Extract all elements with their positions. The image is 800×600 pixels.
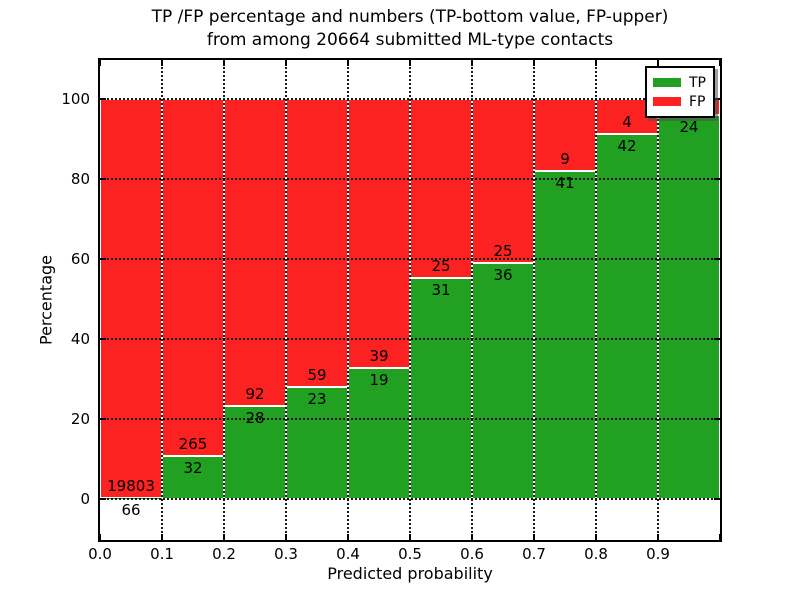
x-tick-mark-top: [223, 60, 225, 66]
legend: TP FP: [645, 66, 715, 118]
y-tick-label: 20: [70, 410, 90, 428]
y-tick-mark-right: [714, 418, 720, 420]
tp-count-label: 36: [493, 265, 513, 284]
tp-bar-segment: [224, 405, 286, 499]
x-axis-label: Predicted probability: [327, 564, 493, 583]
x-tick-mark: [595, 534, 597, 540]
tp-count-label: 19: [369, 370, 389, 389]
y-tick-label: 80: [70, 170, 90, 188]
x-tick-mark-top: [719, 60, 721, 66]
tp-bar-segment: [596, 133, 658, 499]
x-tick-mark: [223, 534, 225, 540]
x-tick-mark: [533, 534, 535, 540]
x-tick-label: 0.6: [460, 545, 484, 563]
tp-count-label: 28: [245, 408, 265, 427]
fp-count-label: 4: [622, 112, 632, 131]
legend-swatch-fp-icon: [653, 97, 681, 106]
x-tick-label: 0.9: [646, 545, 670, 563]
tp-bar-segment: [100, 497, 162, 499]
y-tick-mark: [100, 338, 106, 340]
y-tick-mark-right: [714, 258, 720, 260]
tp-count-label: 23: [307, 389, 327, 408]
legend-label-fp: FP: [689, 93, 706, 110]
x-tick-mark-top: [471, 60, 473, 66]
y-tick-mark: [100, 418, 106, 420]
fp-bar-segment: [286, 99, 348, 387]
tp-bar-segment: [472, 262, 534, 499]
fp-count-label: 25: [493, 241, 513, 260]
y-tick-mark-right: [714, 498, 720, 500]
tp-count-label: 42: [617, 136, 637, 155]
x-tick-mark-top: [409, 60, 411, 66]
legend-item-tp: TP: [653, 73, 707, 92]
y-tick-label: 0: [80, 490, 90, 508]
plot-area: 19803 66 265 32 92 28 59 23 39 19 25 31 25 36 9 41 4 42 24: [98, 58, 722, 542]
x-tick-mark: [657, 534, 659, 540]
x-tick-mark-top: [161, 60, 163, 66]
x-tick-mark: [99, 534, 101, 540]
tp-bar-segment: [658, 115, 720, 499]
fp-bar-segment: [162, 99, 224, 456]
y-tick-label: 100: [61, 90, 90, 108]
fp-bar-segment: [410, 99, 472, 278]
x-tick-mark: [161, 534, 163, 540]
tp-count-label: 66: [121, 500, 141, 519]
y-tick-mark-right: [714, 178, 720, 180]
fp-count-label: 25: [431, 256, 451, 275]
x-tick-mark: [719, 534, 721, 540]
x-tick-mark-top: [533, 60, 535, 66]
legend-swatch-tp-icon: [653, 78, 681, 87]
tp-bar-segment: [410, 277, 472, 499]
fp-count-label: 39: [369, 346, 389, 365]
x-tick-mark: [471, 534, 473, 540]
tp-bar-segment: [534, 171, 596, 499]
y-tick-mark: [100, 98, 106, 100]
x-tick-label: 0.7: [522, 545, 546, 563]
fp-bar-segment: [348, 99, 410, 368]
x-tick-mark-top: [99, 60, 101, 66]
x-tick-mark-top: [347, 60, 349, 66]
fp-bar-segment: [224, 99, 286, 406]
chart-title: TP /FP percentage and numbers (TP-bottom…: [100, 6, 720, 52]
fp-count-label: 92: [245, 384, 265, 403]
x-tick-mark: [285, 534, 287, 540]
fp-count-label: 9: [560, 150, 570, 168]
fp-bar-segment: [100, 99, 162, 498]
x-tick-label: 0.1: [150, 545, 174, 563]
x-tick-label: 0.0: [88, 545, 112, 563]
y-tick-label: 60: [70, 250, 90, 268]
y-tick-label: 40: [70, 330, 90, 348]
fp-count-label: 265: [178, 434, 208, 453]
legend-label-tp: TP: [689, 74, 706, 91]
tp-count-label: 24: [679, 118, 699, 136]
y-tick-mark: [100, 178, 106, 180]
fp-count-label: 59: [307, 365, 327, 384]
tp-count-label: 41: [555, 174, 575, 192]
chart-title-line2: from among 20664 submitted ML-type conta…: [206, 30, 614, 50]
tp-count-label: 31: [431, 280, 451, 299]
x-tick-mark-top: [285, 60, 287, 66]
tp-bar-segment: [162, 455, 224, 499]
x-tick-label: 0.3: [274, 545, 298, 563]
chart-title-line1: TP /FP percentage and numbers (TP-bottom…: [151, 7, 669, 27]
tp-count-label: 32: [183, 458, 203, 477]
legend-item-fp: FP: [653, 92, 707, 111]
x-tick-label: 0.8: [584, 545, 608, 563]
fp-bar-segment: [472, 99, 534, 263]
x-tick-label: 0.2: [212, 545, 236, 563]
y-tick-mark-right: [714, 338, 720, 340]
x-tick-label: 0.4: [336, 545, 360, 563]
fp-count-label: 19803: [107, 476, 155, 495]
x-tick-mark: [347, 534, 349, 540]
y-tick-mark: [100, 258, 106, 260]
x-tick-label: 0.5: [398, 545, 422, 563]
x-tick-mark: [409, 534, 411, 540]
x-tick-mark-top: [595, 60, 597, 66]
